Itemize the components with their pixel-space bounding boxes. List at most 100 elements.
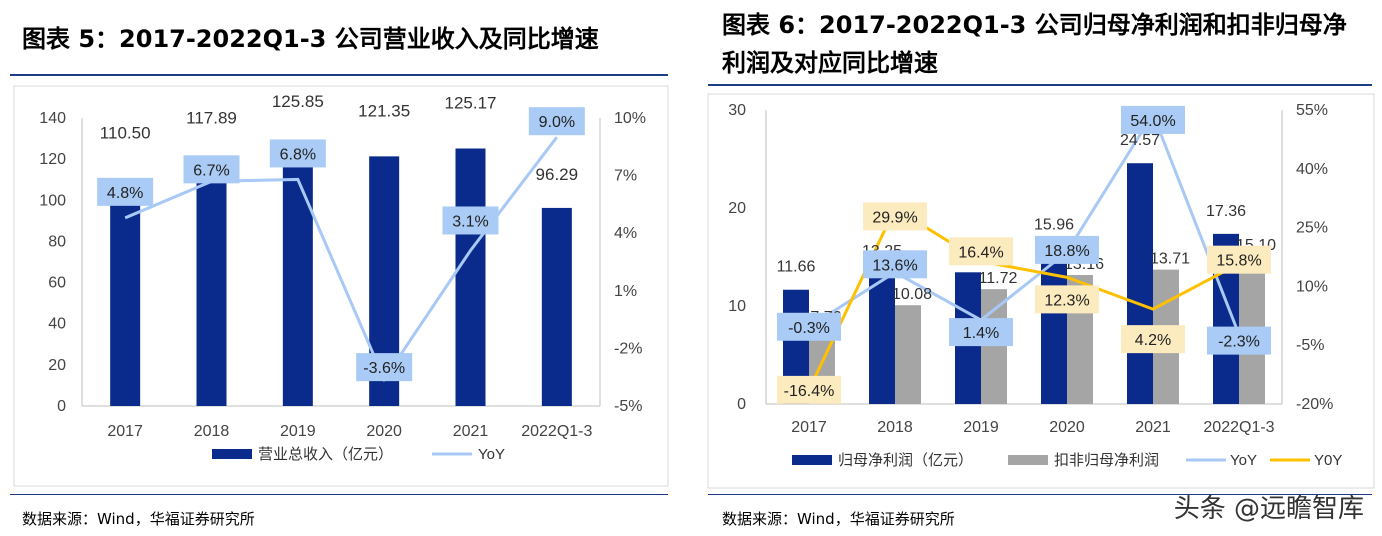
yoy-value-label-bg — [863, 250, 927, 279]
deducted-net-profit-value-label: 11.72 — [979, 270, 1018, 287]
yoy-value-label: 4.8% — [107, 185, 143, 202]
y0y-value-label-bg — [1207, 245, 1271, 274]
revenue-bar — [196, 163, 227, 406]
deducted-net-profit-bar — [895, 305, 921, 404]
y-tick-right-label: 55% — [1296, 102, 1328, 119]
x-tick-label: 2021 — [453, 423, 489, 440]
right-bottom-rule — [708, 494, 1372, 495]
revenue-value-label: 96.29 — [536, 165, 579, 184]
yoy-value-label-bg — [1035, 235, 1099, 264]
y0y-value-label: 4.2% — [1135, 332, 1171, 349]
yoy-value-label: 9.0% — [539, 114, 575, 131]
right-chart-title: 图表 6：2017-2022Q1-3 公司归母净利润和扣非归母净利润及对应同比增… — [722, 11, 1347, 77]
y-tick-right-label: 1% — [614, 283, 637, 300]
x-tick-label: 2019 — [280, 423, 316, 440]
yoy-line — [808, 110, 1241, 336]
left-bottom-rule — [10, 494, 668, 495]
y-tick-right-label: 25% — [1296, 220, 1328, 237]
y-tick-left-label: 30 — [728, 102, 746, 119]
deducted-net-profit-value-label: 10.08 — [892, 286, 932, 303]
revenue-bar — [455, 148, 486, 406]
x-tick-label: 2017 — [791, 419, 827, 436]
left-title-rule — [10, 74, 668, 76]
net-profit-value-label: 17.36 — [1206, 203, 1246, 220]
watermark-text: 头条 @远瞻智库 — [1173, 494, 1364, 524]
y-tick-left-label: 40 — [48, 316, 66, 333]
legend-deducted-swatch — [1008, 455, 1048, 465]
y-tick-left-label: 20 — [728, 200, 746, 217]
revenue-chart: 0 20 40 60 80 100 120 140 -5% -2% 1% 4% 7% 10% 2017 201… — [13, 85, 669, 487]
plot-frame — [13, 85, 669, 487]
revenue-value-label: 125.17 — [445, 94, 497, 113]
y-tick-left-label: 140 — [39, 110, 66, 127]
legend-y0y-label: Y0Y — [1314, 452, 1342, 469]
x-tick-label: 2020 — [366, 423, 402, 440]
yoy-value-label-bg — [356, 353, 413, 382]
yoy-value-label: 6.8% — [280, 146, 316, 163]
revenue-bar — [541, 207, 572, 406]
y-tick-left-label: 100 — [39, 192, 66, 209]
yoy-value-label: 18.8% — [1044, 243, 1089, 260]
x-tick-label: 2022Q1-3 — [521, 423, 592, 440]
yoy-value-label: 3.1% — [452, 213, 488, 230]
yoy-value-label: -2.3% — [1218, 334, 1260, 351]
y-tick-right-label: 10% — [1296, 278, 1328, 295]
legend-revenue-label: 营业总收入（亿元） — [258, 446, 393, 463]
y-tick-right-label: 7% — [614, 168, 637, 185]
y0y-line — [807, 206, 1240, 391]
y-tick-left-label: 0 — [57, 398, 66, 415]
yoy-value-label-bg — [949, 318, 1013, 347]
y0y-value-label-bg — [777, 375, 841, 404]
x-tick-label: 2017 — [107, 423, 143, 440]
net-profit-value-label: 11.66 — [777, 259, 816, 276]
y-tick-left-label: 20 — [48, 357, 66, 374]
y-tick-right-label: 4% — [614, 225, 637, 242]
yoy-value-label: 6.7% — [193, 162, 229, 179]
deducted-net-profit-bar — [981, 289, 1007, 404]
y0y-value-label-bg — [1121, 325, 1185, 354]
yoy-value-label: 1.4% — [963, 325, 999, 342]
y0y-value-label: 16.4% — [958, 244, 1003, 261]
left-chart-title: 图表 5：2017-2022Q1-3 公司营业收入及同比增速 — [22, 25, 599, 53]
right-source-note: 数据来源：Wind，华福证券研究所 — [722, 510, 955, 528]
yoy-value-label: 13.6% — [872, 257, 917, 274]
y-tick-right-label: -5% — [614, 398, 642, 415]
legend-net-profit-label: 归母净利润（亿元） — [838, 452, 973, 469]
net-profit-value-label: 24.57 — [1120, 132, 1160, 149]
legend-yoy-label: YoY — [1230, 452, 1257, 469]
x-tick-label: 2022Q1-3 — [1203, 419, 1274, 436]
y-tick-left-label: 120 — [39, 151, 66, 168]
x-tick-label: 2018 — [877, 419, 913, 436]
y0y-value-label: 15.8% — [1216, 253, 1261, 270]
y-tick-right-label: -2% — [614, 340, 642, 357]
revenue-value-label: 110.50 — [100, 124, 151, 143]
profit-chart: 0 10 20 30 -20% -5% 10% 25% 40% 55% 2017 2018 2019 20… — [707, 93, 1375, 489]
left-chart-panel: 图表 5：2017-2022Q1-3 公司营业收入及同比增速 0 20 40 60 80… — [0, 0, 690, 536]
x-tick-label: 2018 — [194, 423, 230, 440]
legend-net-profit-swatch — [792, 455, 832, 465]
net-profit-value-label: 15.96 — [1034, 217, 1074, 234]
x-tick-label: 2021 — [1135, 419, 1171, 436]
yoy-value-label: -0.3% — [788, 320, 830, 337]
yoy-value-label-bg — [1121, 105, 1185, 134]
right-title-rule — [708, 84, 1372, 86]
yoy-value-label-bg — [528, 107, 585, 136]
yoy-value-label-bg — [269, 139, 326, 168]
legend-revenue-swatch — [212, 449, 252, 459]
y-tick-left-label: 60 — [48, 275, 66, 292]
plot-frame — [707, 93, 1375, 489]
right-chart-panel: 图表 6：2017-2022Q1-3 公司归母净利润和扣非归母净利润及对应同比增… — [700, 0, 1382, 536]
net-profit-bar — [1127, 163, 1153, 404]
yoy-value-label-bg — [1207, 326, 1271, 355]
yoy-value-label-bg — [183, 155, 240, 184]
deducted-net-profit-value-label: 13.71 — [1150, 251, 1190, 268]
net-profit-bar — [869, 274, 895, 404]
left-source-note: 数据来源：Wind，华福证券研究所 — [22, 510, 255, 528]
y0y-value-label-bg — [1035, 285, 1099, 314]
y-tick-right-label: -20% — [1296, 396, 1333, 413]
y0y-value-label-bg — [863, 202, 927, 231]
revenue-bar — [282, 147, 313, 406]
y-tick-left-label: 80 — [48, 233, 66, 250]
y-tick-right-label: 10% — [614, 110, 646, 127]
y-tick-left-label: 0 — [737, 396, 746, 413]
